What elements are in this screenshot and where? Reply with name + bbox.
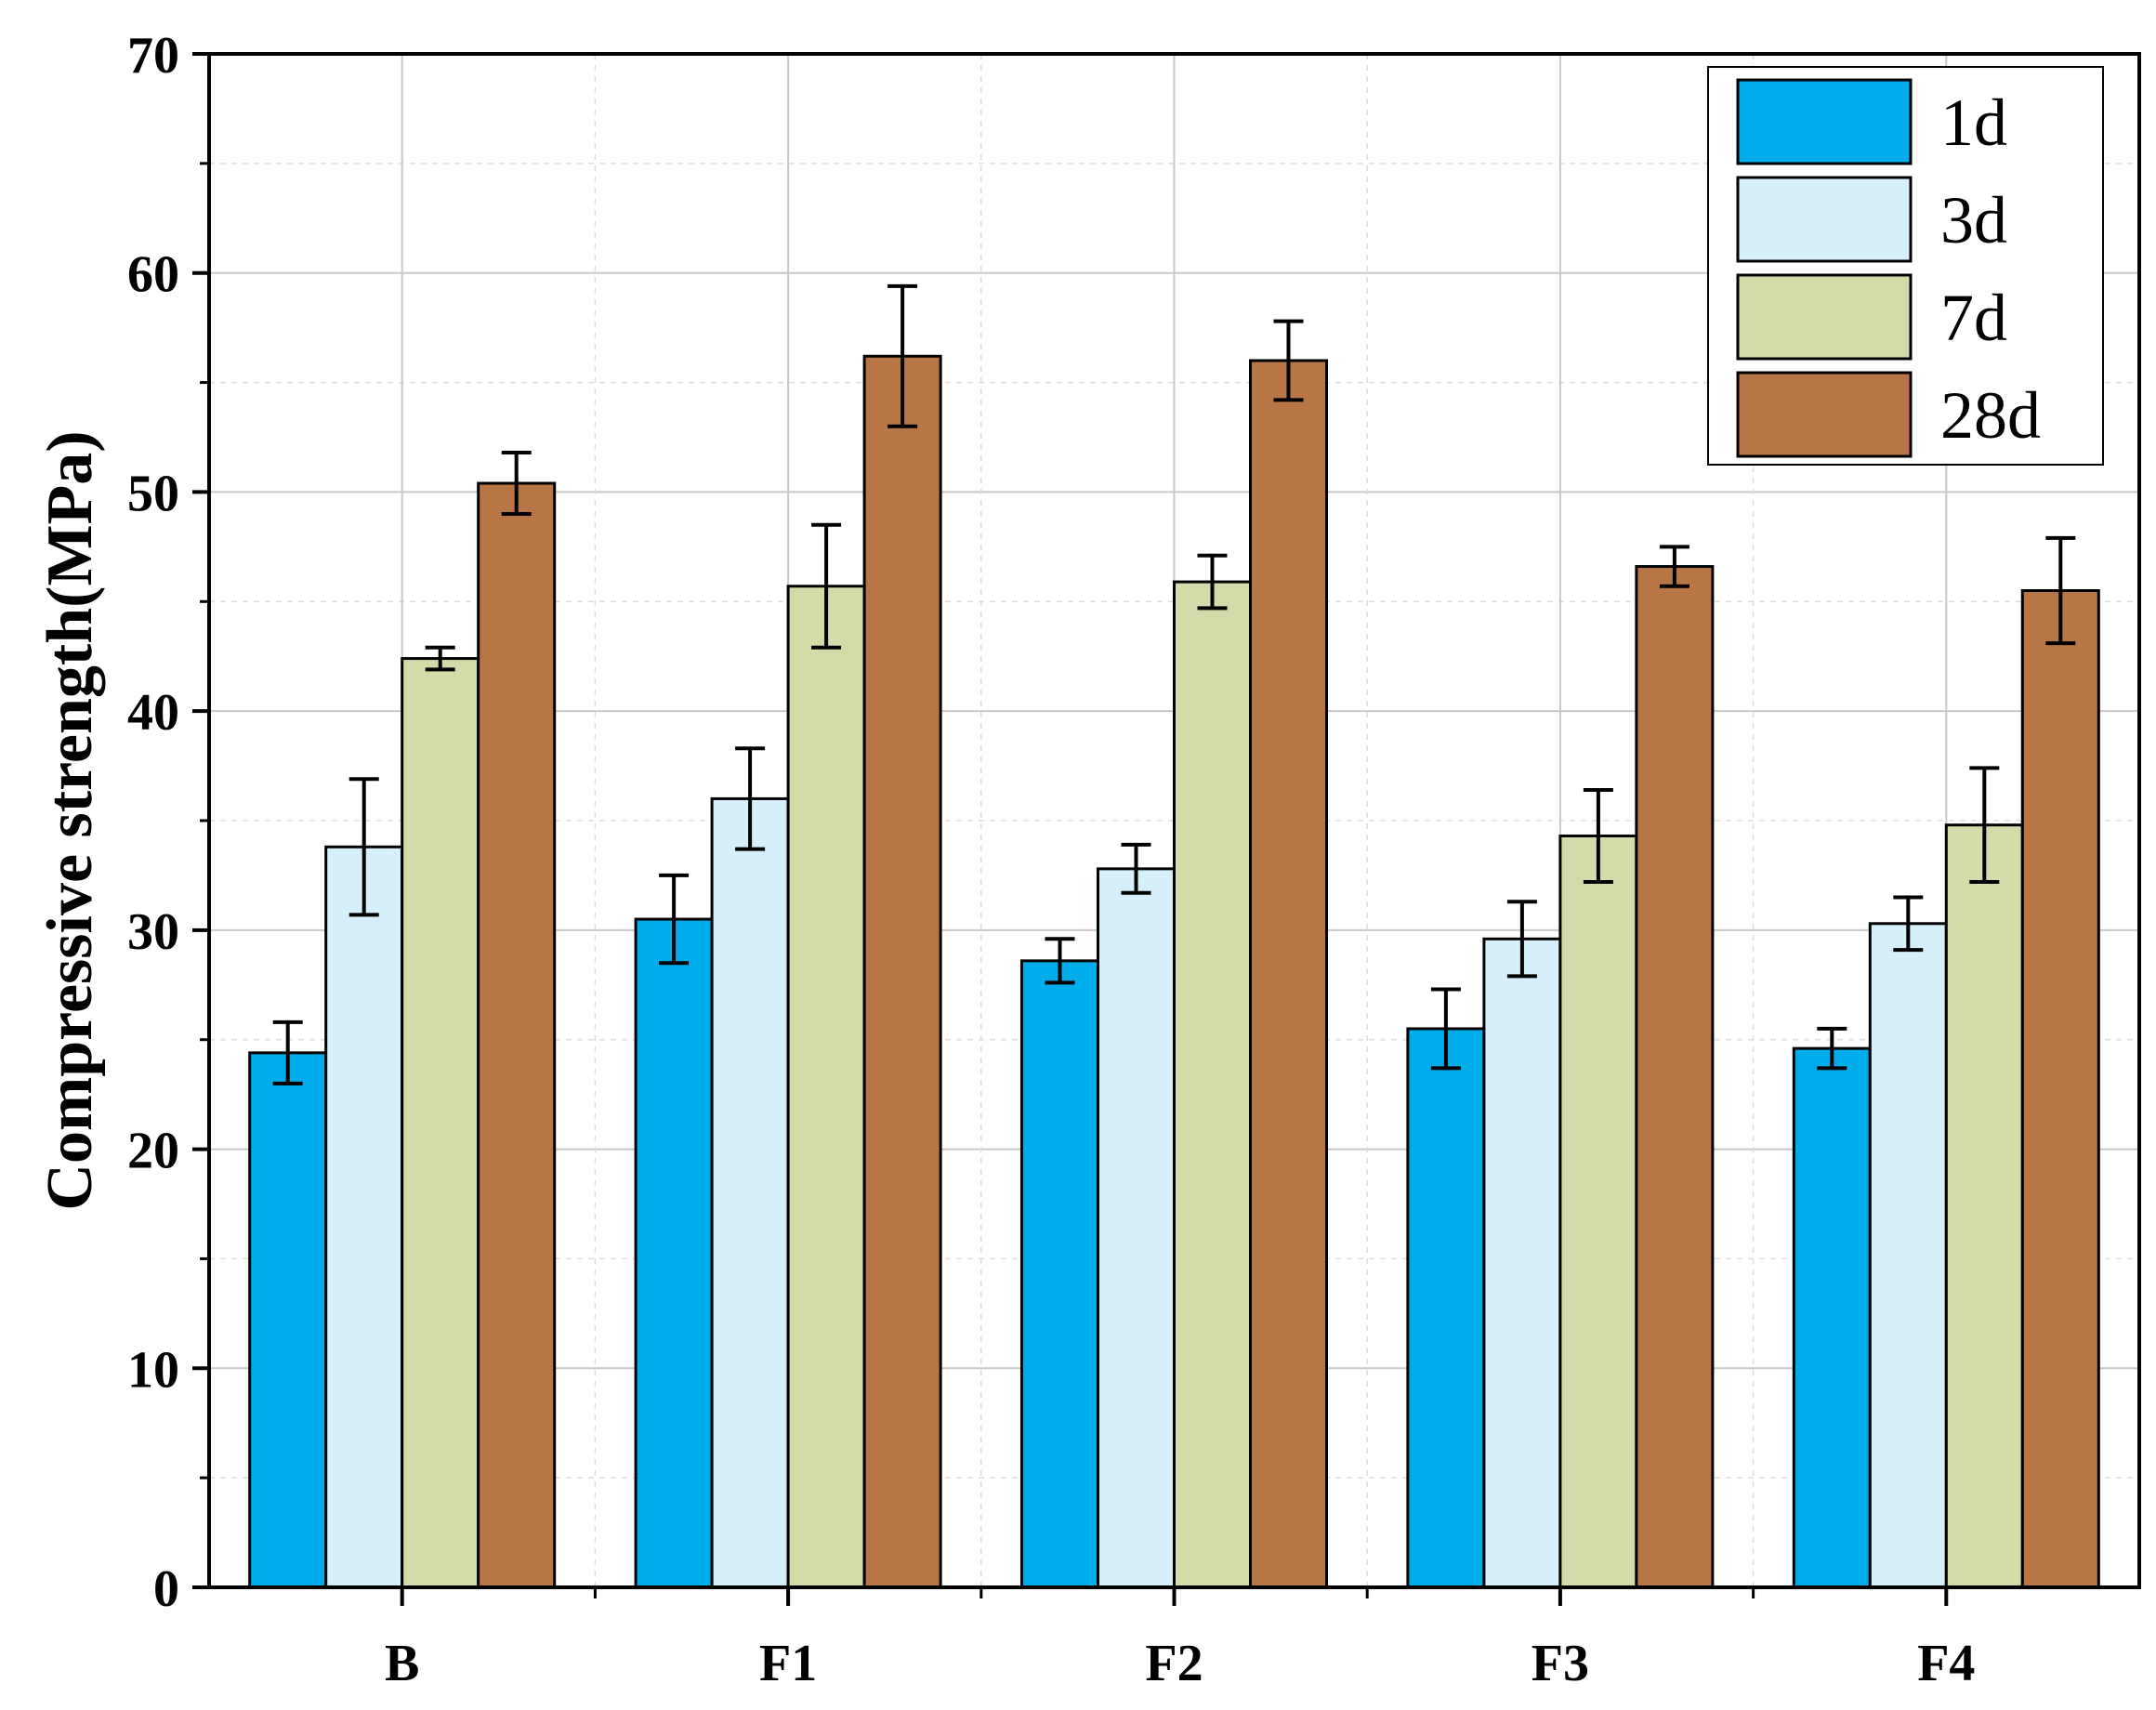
bar-f2-3d <box>1097 867 1176 1589</box>
legend-label-7d: 7d <box>1940 281 2007 355</box>
bar-f1-1d <box>634 917 714 1589</box>
bar-b-1d <box>248 1051 328 1589</box>
x-tick-label-b: B <box>385 1635 419 1692</box>
y-tick-label: 50 <box>127 465 179 522</box>
y-tick-label: 20 <box>127 1123 179 1180</box>
legend-label-3d: 3d <box>1940 183 2007 257</box>
bar-f1-28d <box>862 354 942 1589</box>
legend-swatch-7d <box>1736 273 1913 361</box>
bar-b-28d <box>477 481 557 1589</box>
bar-b-7d <box>401 657 480 1589</box>
bar-f2-1d <box>1020 959 1099 1589</box>
bar-b-3d <box>324 845 404 1589</box>
x-tick-label-f2: F2 <box>1145 1635 1203 1692</box>
bar-f4-28d <box>2020 589 2100 1589</box>
bar-f3-7d <box>1558 835 1638 1589</box>
y-axis-title: Compressive strength(MPa) <box>34 430 106 1210</box>
x-tick-label-f1: F1 <box>759 1635 817 1692</box>
bar-f3-28d <box>1635 565 1715 1589</box>
y-tick-label: 40 <box>127 684 179 742</box>
bar-f3-3d <box>1482 937 1562 1589</box>
x-tick-label-f3: F3 <box>1532 1635 1589 1692</box>
legend-swatch-3d <box>1736 176 1913 263</box>
bar-f2-7d <box>1173 580 1252 1589</box>
bar-f1-7d <box>786 585 866 1589</box>
bars <box>248 354 2100 1589</box>
error-bars <box>272 283 2076 1085</box>
bar-f2-28d <box>1249 359 1328 1589</box>
bar-f1-3d <box>710 796 790 1589</box>
legend-swatch-28d <box>1736 371 1913 458</box>
legend: 1d 3d 7d 28d <box>1707 66 2104 466</box>
legend-swatch-1d <box>1736 78 1913 165</box>
y-tick-label: 10 <box>127 1341 179 1399</box>
x-tick-label-f4: F4 <box>1917 1635 1975 1692</box>
bar-f3-1d <box>1406 1027 1486 1589</box>
y-tick-label: 0 <box>153 1560 179 1618</box>
axes: 0 10 20 30 40 50 60 70 B F1 F2 F3 F4 <box>127 27 1975 1692</box>
legend-label-1d: 1d <box>1940 86 2007 160</box>
bar-f4-3d <box>1868 922 1948 1589</box>
y-tick-label: 30 <box>127 903 179 961</box>
y-tick-label: 70 <box>127 27 179 85</box>
bar-f4-7d <box>1944 823 2024 1589</box>
y-tick-label: 60 <box>127 246 179 304</box>
bar-f4-1d <box>1792 1046 1872 1589</box>
legend-label-28d: 28d <box>1940 378 2041 453</box>
